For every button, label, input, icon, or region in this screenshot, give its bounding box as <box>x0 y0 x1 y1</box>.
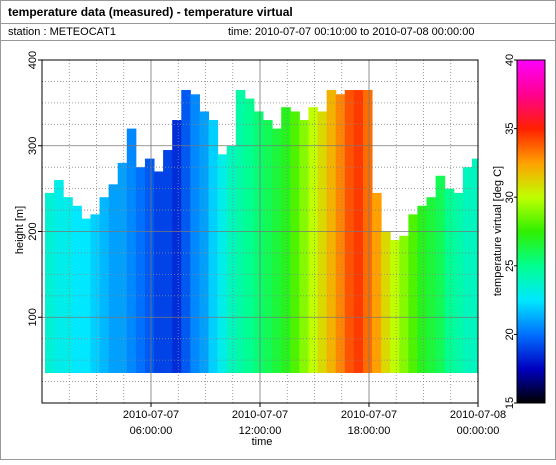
profile-column <box>117 162 128 373</box>
profile-column <box>244 98 255 373</box>
profile-column <box>372 192 382 373</box>
profile-column <box>444 188 455 373</box>
profile-column <box>126 128 137 373</box>
profile-column <box>135 167 146 373</box>
time-range: time: 2010-07-07 00:10:00 to 2010-07-08 … <box>228 26 474 38</box>
profile-column <box>462 167 473 373</box>
profile-column <box>381 231 391 373</box>
profile-column <box>163 150 173 373</box>
profile-column <box>99 197 110 373</box>
x-axis-label: time <box>252 436 273 448</box>
profile-column <box>199 111 210 373</box>
colorbar-tick-label: 35 <box>504 122 516 134</box>
station: station : METEOCAT1 <box>8 26 116 38</box>
colorbar-label: temperature virtual [deg C] <box>492 166 504 296</box>
profile-column <box>453 192 464 373</box>
profile-column <box>317 111 328 373</box>
profile-column <box>417 205 428 373</box>
profile-column <box>253 111 264 373</box>
colorbar-tick-label: 40 <box>504 54 516 66</box>
profile-column <box>72 205 82 373</box>
x-tick-label: 2010-07-08 00:00:00 <box>450 409 506 437</box>
y-axis-label: height [m] <box>14 206 26 254</box>
profile-column <box>272 128 282 373</box>
profile-column <box>335 94 346 373</box>
profile-column <box>226 145 237 373</box>
profile-column <box>471 158 479 373</box>
profile-column <box>154 171 164 373</box>
profile-column <box>172 120 182 373</box>
y-tick-label: 400 <box>27 51 39 69</box>
profile-column <box>190 94 200 373</box>
profile-column <box>263 120 273 373</box>
profile-column <box>108 184 119 373</box>
profile-column <box>81 218 91 373</box>
profile-column <box>217 154 228 373</box>
title: temperature data (measured) - temperatur… <box>8 5 293 19</box>
colorbar-tick-label: 30 <box>504 191 516 203</box>
profile-column <box>426 197 437 373</box>
profile-column <box>281 107 291 373</box>
colorbar-tick-label: 20 <box>504 328 516 340</box>
x-tick-label: 2010-07-07 12:00:00 <box>232 409 288 437</box>
profile-column <box>63 197 73 373</box>
profile-column <box>54 180 64 373</box>
profile-column <box>399 235 409 373</box>
y-tick-label: 100 <box>27 308 39 326</box>
profile-column <box>299 120 309 373</box>
profile-column <box>408 214 418 373</box>
y-tick-label: 300 <box>27 137 39 155</box>
profile-column <box>144 158 155 373</box>
profile-column <box>290 111 300 373</box>
colorbar-tick-label: 15 <box>504 397 516 409</box>
x-tick-label: 2010-07-07 18:00:00 <box>341 409 397 437</box>
plot-frame <box>41 59 479 404</box>
x-tick-label: 2010-07-07 06:00:00 <box>123 409 179 437</box>
profile-column <box>208 120 219 373</box>
profile-column <box>435 175 446 373</box>
profile-column <box>308 107 319 373</box>
profile-column <box>390 240 400 373</box>
colorbar-tick-label: 25 <box>504 260 516 272</box>
colorbar <box>516 59 546 404</box>
y-tick-label: 200 <box>27 222 39 240</box>
profile-column <box>45 192 55 373</box>
profile-column <box>90 214 101 373</box>
